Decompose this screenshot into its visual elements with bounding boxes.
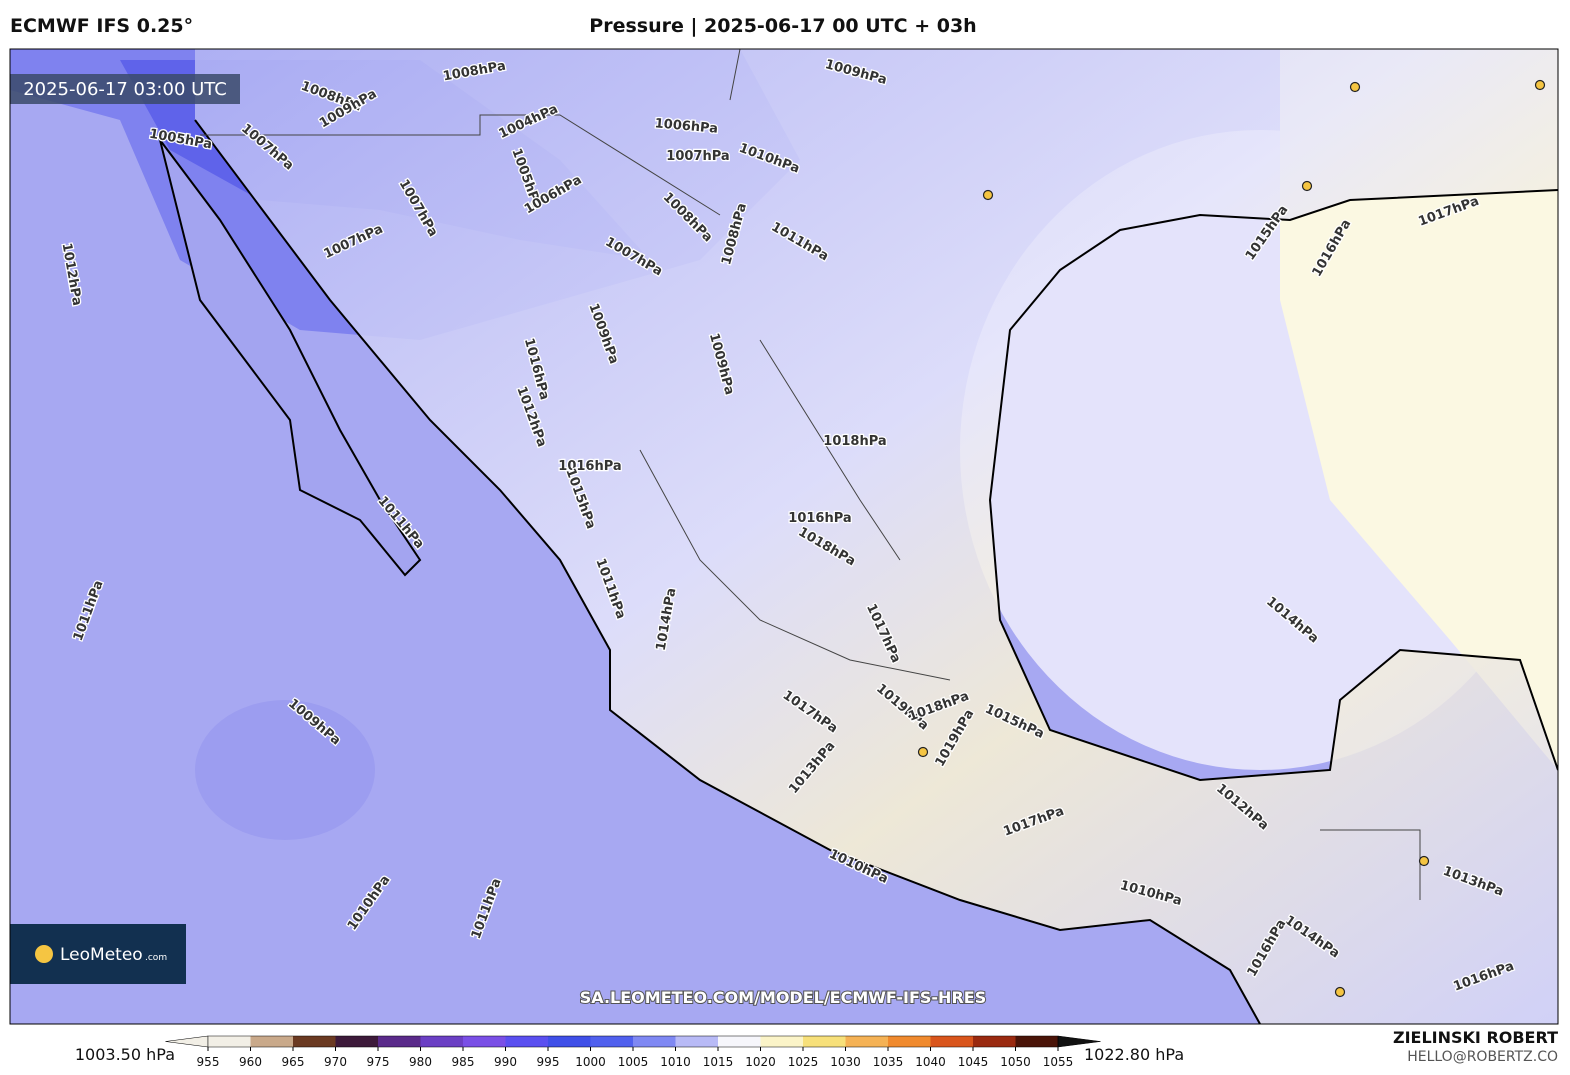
colorbar-min: 1003.50 hPa xyxy=(75,1045,175,1064)
colorbar-segment xyxy=(505,1036,549,1047)
colorbar-segment xyxy=(675,1036,719,1047)
colorbar-tick-label: 1055 xyxy=(1043,1055,1074,1069)
colorbar-tick-label: 985 xyxy=(452,1055,475,1069)
colorbar-segment xyxy=(973,1036,1016,1047)
east-high xyxy=(1280,49,1558,770)
colorbar-frame xyxy=(207,1035,1059,1048)
colorbar-segment xyxy=(633,1036,676,1047)
author: ZIELINSKI ROBERT xyxy=(1393,1028,1558,1047)
contour-label: 1006hPa xyxy=(654,116,718,136)
colorbar-tick-label: 1030 xyxy=(830,1055,861,1069)
contour-label: 1018hPa xyxy=(823,434,886,449)
colorbar-segment xyxy=(590,1036,634,1047)
colorbar-segment xyxy=(845,1036,889,1047)
colorbar-tick-label: 960 xyxy=(239,1055,262,1069)
colorbar-tick-label: 990 xyxy=(494,1055,517,1069)
logo-name: LeoMeteo xyxy=(60,945,143,965)
colorbar-segment xyxy=(420,1036,464,1047)
colorbar-tick-label: 1010 xyxy=(660,1055,691,1069)
colorbar-tick-label: 1005 xyxy=(618,1055,649,1069)
colorbar-segment xyxy=(250,1036,294,1047)
borders xyxy=(200,49,1421,900)
colorbar-tick-label: 955 xyxy=(197,1055,220,1069)
contour-label: 1016hPa xyxy=(788,511,851,526)
contour-label: 1016hPa xyxy=(558,459,621,474)
colorbar-tick-label: 1015 xyxy=(703,1055,734,1069)
colorbar-tick-label: 965 xyxy=(282,1055,305,1069)
colorbar-tick-label: 1040 xyxy=(915,1055,946,1069)
colorbar-max: 1022.80 hPa xyxy=(1084,1045,1184,1064)
colorbar-tick-label: 1025 xyxy=(788,1055,819,1069)
map-title: Pressure | 2025-06-17 00 UTC + 03h xyxy=(589,15,976,37)
colorbar-tick-label: 980 xyxy=(409,1055,432,1069)
colorbar-segment xyxy=(463,1036,506,1047)
colorbar-segment xyxy=(760,1036,804,1047)
colorbar-segment xyxy=(888,1036,931,1047)
colorbar-segment xyxy=(1015,1036,1059,1047)
city-marker xyxy=(1534,79,1546,91)
city-marker xyxy=(1301,180,1313,192)
city-marker xyxy=(917,746,929,758)
pacific-low xyxy=(195,700,375,840)
colorbar-tick-label: 995 xyxy=(537,1055,560,1069)
colorbar-tick-label: 1035 xyxy=(873,1055,904,1069)
colorbar-tick-label: 1050 xyxy=(1000,1055,1031,1069)
map-frame xyxy=(9,48,1559,1025)
colorbar-segment xyxy=(293,1036,336,1047)
email: HELLO@ROBERTZ.CO xyxy=(1407,1049,1558,1065)
colorbar-segment xyxy=(378,1036,421,1047)
city-marker xyxy=(982,189,994,201)
colorbar-tick-label: 1000 xyxy=(575,1055,606,1069)
colorbar-segment xyxy=(208,1036,251,1047)
colorbar-segment xyxy=(930,1036,974,1047)
colorbar-tick-label: 975 xyxy=(367,1055,390,1069)
colorbar-tick-label: 970 xyxy=(324,1055,347,1069)
city-marker xyxy=(1334,986,1346,998)
timestamp-box xyxy=(10,74,240,104)
logo-sun xyxy=(35,945,53,963)
model-name: ECMWF IFS 0.25° xyxy=(10,15,193,37)
colorbar-segment xyxy=(803,1036,846,1047)
contour-label: 1007hPa xyxy=(666,149,729,164)
city-marker xyxy=(1349,81,1361,93)
source-url: SA.LEOMETEO.COM/MODEL/ECMWF-IFS-HRES xyxy=(580,988,986,1007)
colorbar-segment xyxy=(335,1036,379,1047)
logo-suffix: .com xyxy=(145,953,167,963)
city-marker xyxy=(1418,855,1430,867)
baja-california xyxy=(159,139,422,577)
timestamp: 2025-06-17 03:00 UTC xyxy=(23,79,227,100)
colorbar-segment xyxy=(548,1036,591,1047)
land xyxy=(195,49,1558,1024)
colorbar-tick-label: 1020 xyxy=(745,1055,776,1069)
colorbar-tick-label: 1045 xyxy=(958,1055,989,1069)
colorbar-segment xyxy=(718,1036,761,1047)
coastline xyxy=(194,119,1558,1024)
